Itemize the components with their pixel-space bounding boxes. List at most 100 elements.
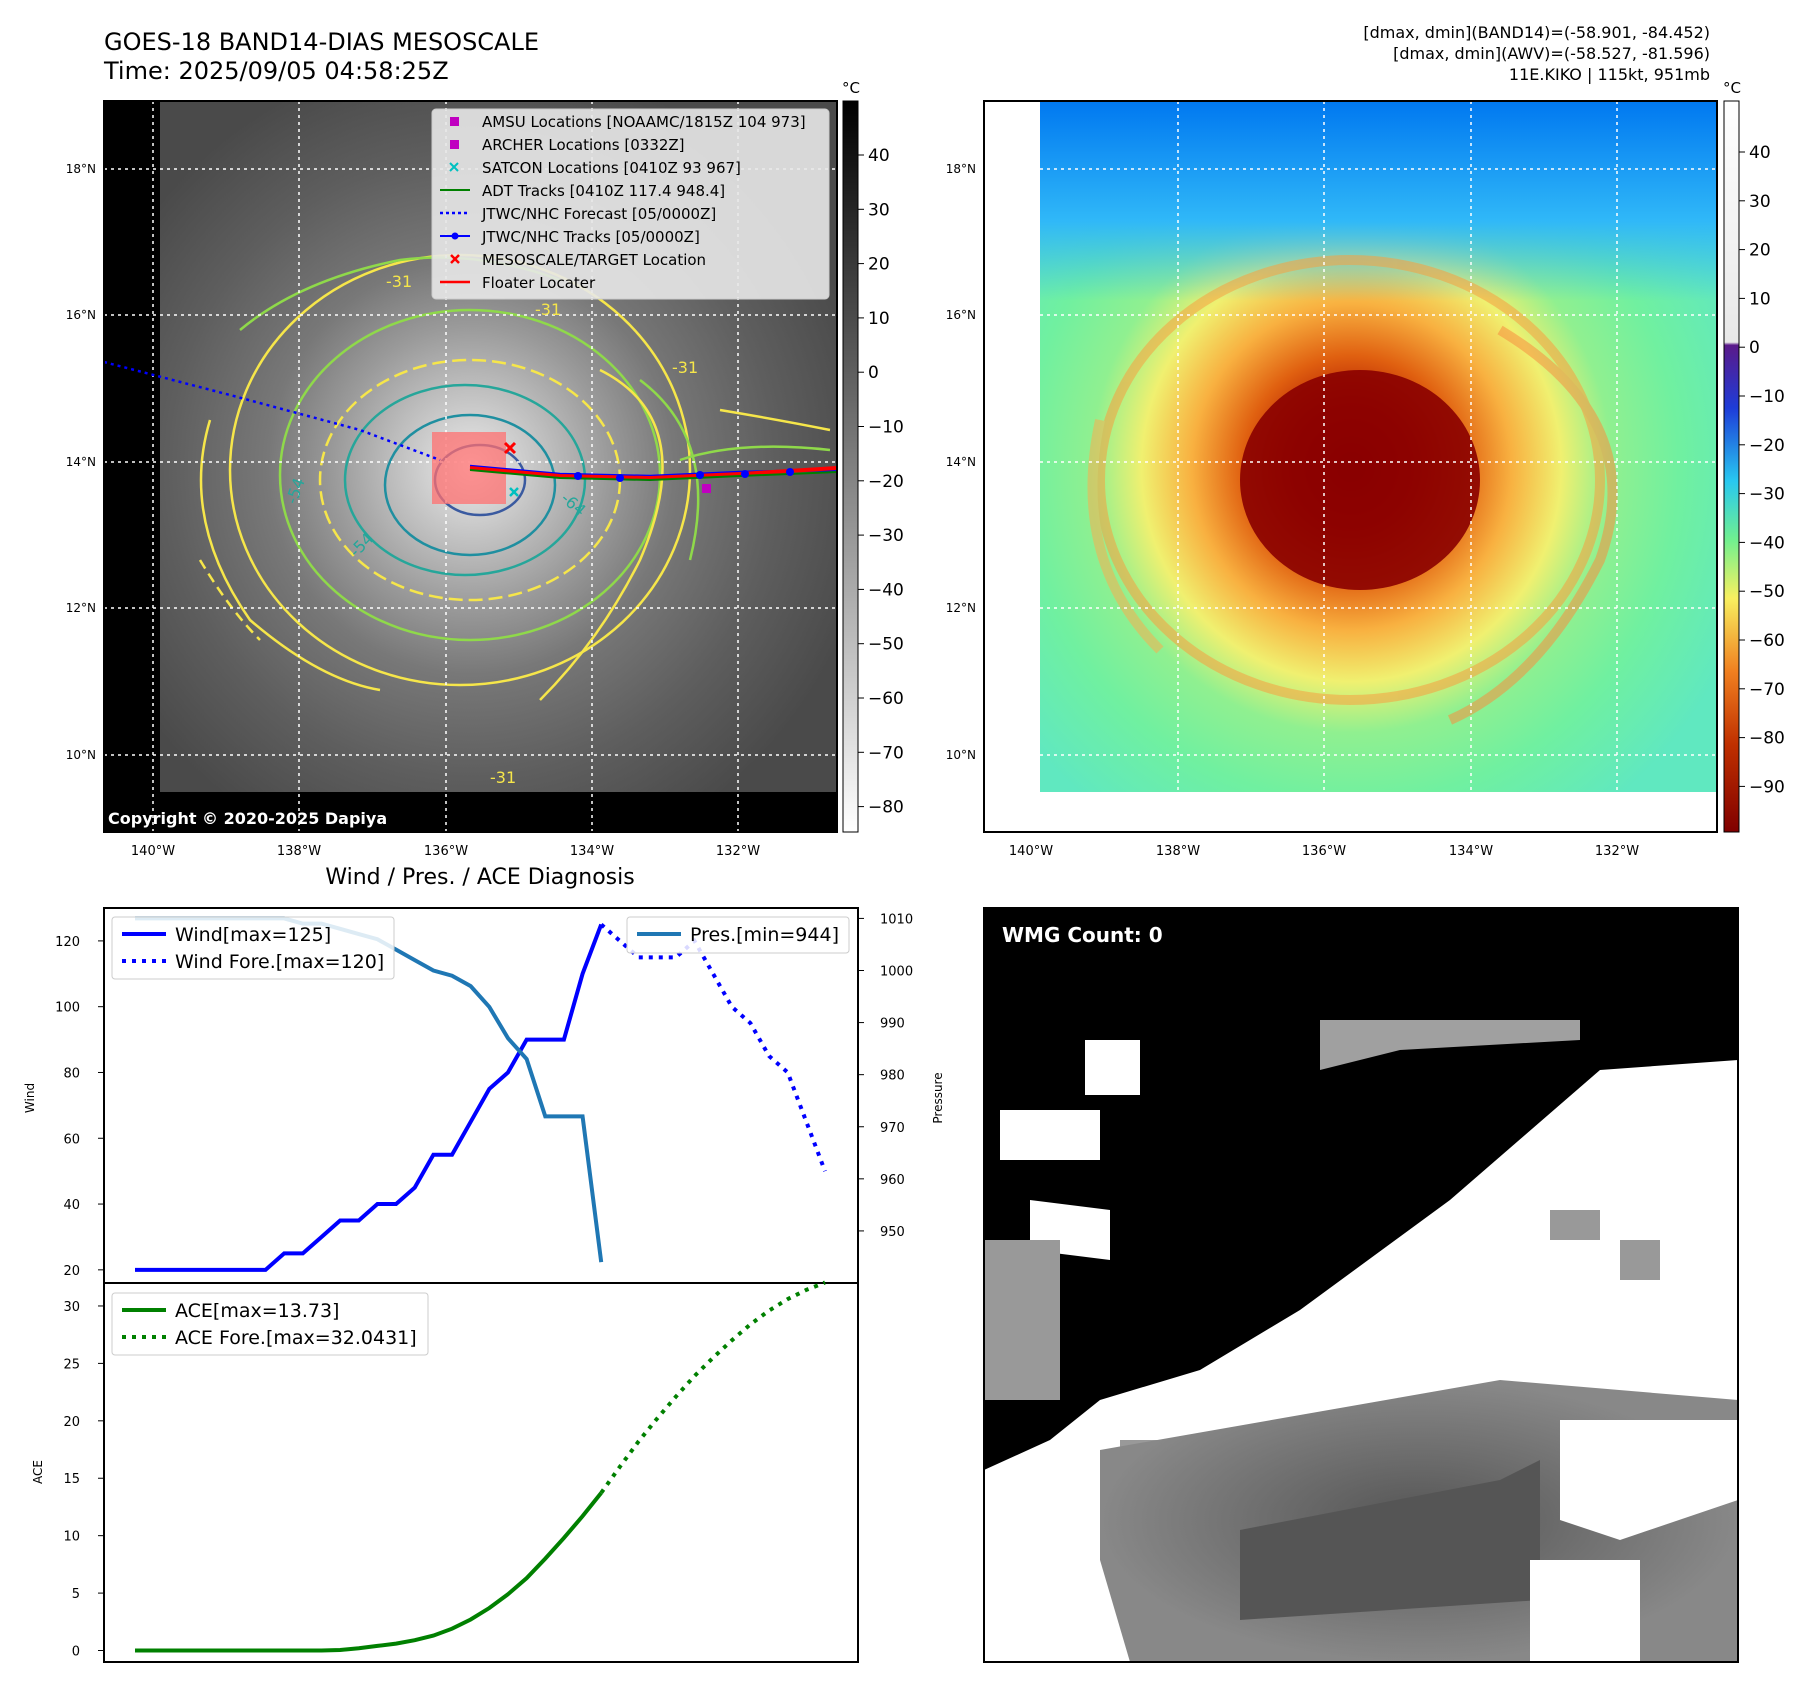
svg-text:136°W: 136°W xyxy=(424,844,468,859)
pressure-tick-label: 970 xyxy=(880,1121,905,1136)
svg-text:14°N: 14°N xyxy=(66,455,96,469)
amsu-marker xyxy=(702,484,711,493)
wind-axis-label: Wind xyxy=(23,1083,37,1113)
svg-text:134°W: 134°W xyxy=(1449,844,1493,859)
ace-tick-label: 5 xyxy=(72,1587,80,1602)
colorbar-tick-label: 0 xyxy=(1749,338,1760,358)
colorbar-tick-label: −60 xyxy=(868,689,904,709)
colorbar-tick-label: 10 xyxy=(1749,289,1771,309)
satcon-marker xyxy=(509,487,519,497)
awv-lon-labels: 140°W 138°W 136°W 134°W 132°W xyxy=(1009,844,1639,859)
wind-legend-label: Wind[max=125] xyxy=(175,924,331,946)
legend-item: Floater Locater xyxy=(482,274,596,292)
colorbar-tick-label: −70 xyxy=(868,743,904,763)
awv-map-panel: 18°N 16°N 14°N 12°N 10°N 140°W 138°W 136… xyxy=(946,79,1785,859)
wind-tick-label: 120 xyxy=(55,935,80,950)
ace-axis-label: ACE xyxy=(31,1460,45,1484)
diagnosis-title: Wind / Pres. / ACE Diagnosis xyxy=(325,865,634,890)
wind-tick-label: 20 xyxy=(63,1264,80,1279)
colorbar-tick-label: −40 xyxy=(868,580,904,600)
storm-info: 11E.KIKO | 115kt, 951mb xyxy=(1508,65,1710,84)
ir-lat-labels: 18°N 16°N 14°N 12°N 10°N xyxy=(66,162,96,762)
colorbar-tick-label: 10 xyxy=(868,309,890,329)
colorbar-tick-label: −90 xyxy=(1749,777,1785,797)
ir-lon-labels: 140°W 138°W 136°W 134°W 132°W xyxy=(131,844,760,859)
legend-item: ARCHER Locations [0332Z] xyxy=(482,136,685,154)
svg-text:134°W: 134°W xyxy=(570,844,614,859)
pressure-legend-label: Pres.[min=944] xyxy=(690,924,839,946)
magenta-square-marker xyxy=(450,140,459,149)
magenta-square-marker xyxy=(450,117,459,126)
diagnosis-charts: Wind / Pres. / ACE Diagnosis Wind Pressu… xyxy=(23,865,945,1663)
legend-item: ADT Tracks [0410Z 117.4 948.4] xyxy=(482,182,725,200)
awv-bands xyxy=(1087,255,1618,725)
wind-fore-legend-label: Wind Fore.[max=120] xyxy=(175,951,384,973)
colorbar-tick-label: −30 xyxy=(1749,485,1785,505)
ace-tick-label: 15 xyxy=(63,1472,80,1487)
colorbar-tick-label: −40 xyxy=(1749,533,1785,553)
red-x-marker xyxy=(450,254,460,264)
colorbar-tick-label: −70 xyxy=(1749,680,1785,700)
colorbar-tick-label: 0 xyxy=(868,363,879,383)
color-colorbar-unit: °C xyxy=(1723,79,1741,97)
color-colorbar xyxy=(1723,100,1740,833)
pressure-legend: Pres.[min=944] xyxy=(626,916,850,954)
pressure-tick-label: 960 xyxy=(880,1173,905,1188)
wmg-dark-region xyxy=(984,908,1738,1470)
jtwc-forecast-track xyxy=(103,360,441,462)
colorbar-tick-label: 40 xyxy=(1749,143,1771,163)
wind-line xyxy=(135,923,604,1272)
colorbar-tick-label: 20 xyxy=(1749,241,1771,261)
svg-text:18°N: 18°N xyxy=(946,162,976,176)
jtwc-track-points xyxy=(574,468,794,482)
svg-text:14°N: 14°N xyxy=(946,455,976,469)
colorbar-tick-label: −20 xyxy=(1749,436,1785,456)
awv-core xyxy=(1240,370,1480,590)
svg-text:132°W: 132°W xyxy=(1595,844,1639,859)
svg-text:12°N: 12°N xyxy=(66,601,96,615)
pressure-tick-label: 990 xyxy=(880,1017,905,1032)
svg-text:136°W: 136°W xyxy=(1302,844,1346,859)
ace-tick-label: 0 xyxy=(72,1645,80,1660)
colorbar-tick-label: 30 xyxy=(1749,192,1771,212)
colorbar-tick-label: −80 xyxy=(868,798,904,818)
ace-tick-label: 25 xyxy=(63,1357,80,1372)
wind-tick-label: 40 xyxy=(63,1198,80,1213)
colorbar-tick-label: 30 xyxy=(868,200,890,220)
pressure-tick-label: 1000 xyxy=(880,965,913,980)
pressure-axis-label: Pressure xyxy=(931,1072,945,1123)
ace-tick-label: 20 xyxy=(63,1415,80,1430)
wind-legend: Wind[max=125] Wind Fore.[max=120] xyxy=(111,916,395,980)
colorbar-tick-label: −10 xyxy=(868,418,904,438)
ace-tick-label: 10 xyxy=(63,1530,80,1545)
contour-label: -31 xyxy=(672,358,698,377)
wmg-count-label: WMG Count: 0 xyxy=(1002,923,1163,947)
track-legend: AMSU Locations [NOAAMC/1815Z 104 973] AR… xyxy=(431,108,830,300)
ace-fore-legend-label: ACE Fore.[max=32.0431] xyxy=(175,1327,417,1349)
svg-text:16°N: 16°N xyxy=(66,308,96,322)
gray-colorbar xyxy=(842,100,859,833)
legend-item: SATCON Locations [0410Z 93 967] xyxy=(482,159,741,177)
ace-legend-label: ACE[max=13.73] xyxy=(175,1300,339,1322)
floater-track xyxy=(469,466,838,481)
blue-line-dot-marker xyxy=(440,232,470,240)
ace-line xyxy=(135,1491,603,1653)
colorbar-tick-label: −50 xyxy=(1749,582,1785,602)
svg-text:12°N: 12°N xyxy=(946,601,976,615)
svg-text:10°N: 10°N xyxy=(946,748,976,762)
colorbar-tick-label: −60 xyxy=(1749,631,1785,651)
svg-text:140°W: 140°W xyxy=(1009,844,1053,859)
copyright-text: Copyright © 2020-2025 Dapiya xyxy=(108,809,387,828)
awv-lat-labels: 18°N 16°N 14°N 12°N 10°N xyxy=(946,162,976,762)
colorbar-tick-label: 40 xyxy=(868,146,890,166)
contour-label: -31 xyxy=(386,272,412,291)
legend-item: AMSU Locations [NOAAMC/1815Z 104 973] xyxy=(482,113,806,131)
gray-colorbar-unit: °C xyxy=(842,79,860,97)
contour-label: -31 xyxy=(490,768,516,787)
pressure-tick-label: 950 xyxy=(880,1225,905,1240)
figure-title: GOES-18 BAND14-DIAS MESOSCALE xyxy=(104,28,540,56)
dmax-band14: [dmax, dmin](BAND14)=(-58.901, -84.452) xyxy=(1363,23,1710,42)
awv-gridlines xyxy=(984,101,1717,832)
svg-text:18°N: 18°N xyxy=(66,162,96,176)
colorbar-tick-label: 20 xyxy=(868,255,890,275)
